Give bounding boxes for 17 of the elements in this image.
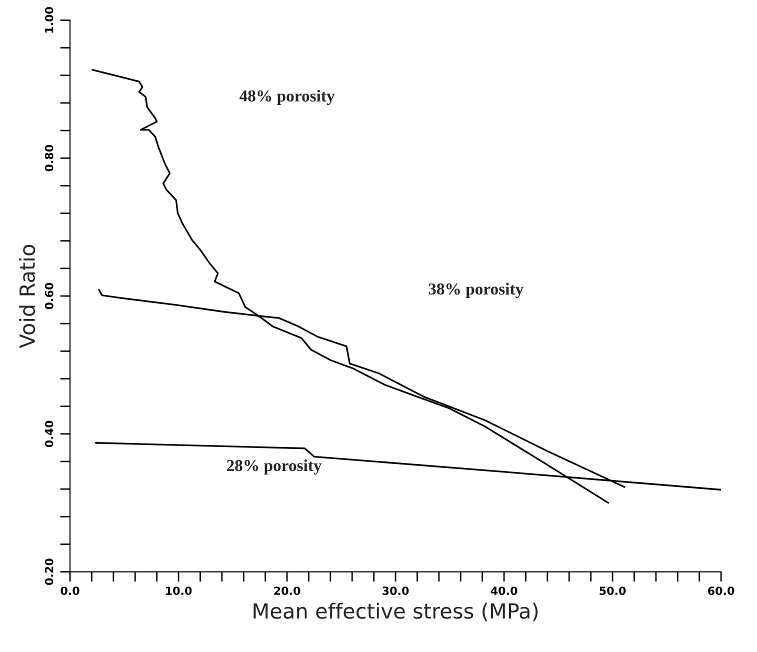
x-tick-label: 0.0: [60, 586, 80, 595]
y-tick-label: 0.40: [44, 420, 54, 448]
y-tick-label: 0.60: [44, 282, 54, 310]
x-tick-label: 60.0: [708, 586, 734, 595]
y-tick-label: 1.00: [44, 7, 54, 33]
y-axis-title: Void Ratio: [18, 244, 36, 348]
y-tick-label: 0.20: [44, 558, 54, 585]
x-tick-label: 20.0: [274, 586, 300, 595]
y-tick-label: 0.80: [44, 144, 54, 172]
x-tick-label: 40.0: [490, 586, 518, 595]
annotation: 48% porosity: [240, 90, 335, 106]
annotation: 28% porosity: [226, 459, 322, 475]
annotation: 38% porosity: [428, 282, 524, 298]
x-tick-label: 10.0: [166, 586, 192, 595]
x-tick-label: 50.0: [600, 586, 626, 595]
x-tick-label: 30.0: [382, 586, 409, 595]
x-axis-title: Mean effective stress (MPa): [254, 602, 538, 622]
